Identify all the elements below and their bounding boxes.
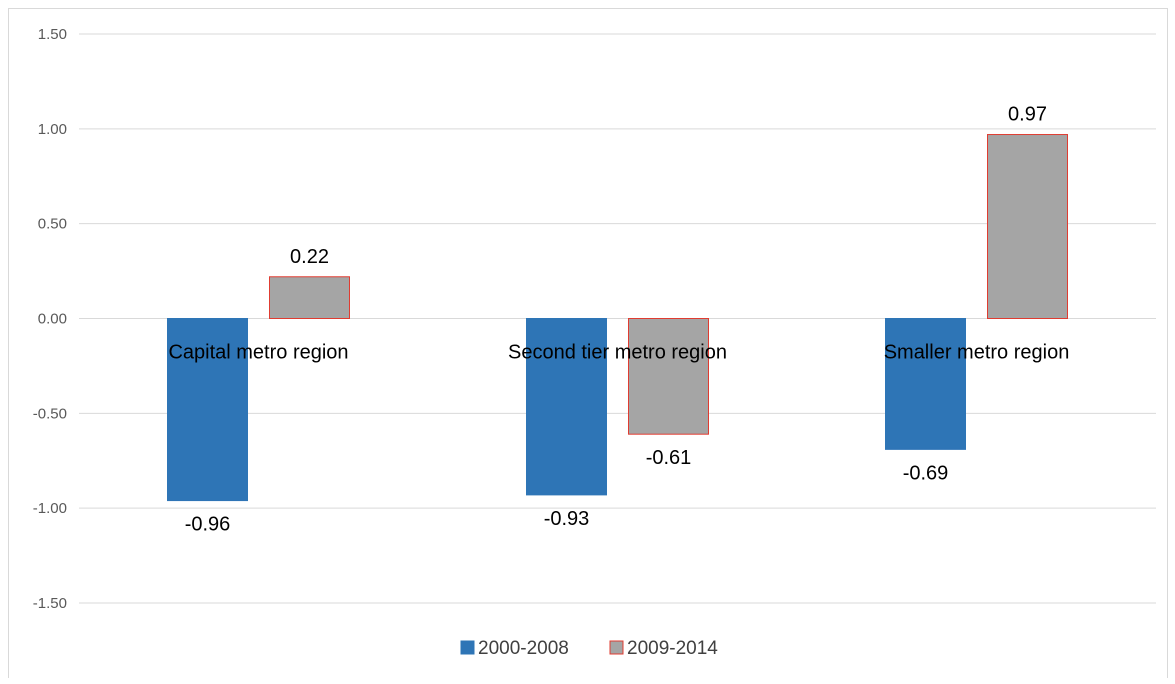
category-labels: Capital metro region Second tier metro re… — [168, 342, 1069, 364]
legend-label: 2000-2008 — [478, 638, 569, 659]
bar-chart: 1.50 1.00 0.50 0.00 -0.50 -1.00 -1.50 Capital … — [33, 26, 1156, 659]
bar-2000-2008-1 — [526, 318, 607, 496]
legend-label: 2009-2014 — [627, 638, 718, 659]
data-label: -0.96 — [185, 514, 231, 536]
chart-frame: 1.50 1.00 0.50 0.00 -0.50 -1.00 -1.50 Capital … — [8, 8, 1168, 678]
legend-swatch — [460, 640, 475, 655]
category-label: Smaller metro region — [884, 342, 1070, 364]
bar-2009-2014-0 — [269, 276, 350, 320]
y-tick-label: -1.00 — [33, 500, 67, 517]
data-label: 0.22 — [290, 246, 329, 268]
y-tick-label: 1.50 — [38, 26, 67, 43]
y-tick-label: -0.50 — [33, 405, 67, 422]
category-label: Second tier metro region — [508, 342, 727, 364]
legend-swatch — [609, 640, 624, 655]
category-label: Capital metro region — [168, 342, 348, 364]
data-label: -0.93 — [544, 508, 590, 530]
y-axis-ticks: 1.50 1.00 0.50 0.00 -0.50 -1.00 -1.50 — [33, 26, 67, 612]
legend: 2000-2008 2009-2014 — [460, 638, 718, 659]
y-tick-label: 0.50 — [38, 216, 67, 233]
y-tick-label: 1.00 — [38, 121, 67, 138]
data-label: -0.69 — [903, 462, 949, 484]
bar-2009-2014-2 — [987, 134, 1068, 319]
data-label: 0.97 — [1008, 104, 1047, 126]
bar-2000-2008-0 — [167, 318, 248, 502]
bar-2000-2008-2 — [885, 318, 966, 450]
data-label: -0.61 — [646, 447, 692, 469]
y-tick-label: 0.00 — [38, 311, 67, 328]
bar-2009-2014-1 — [628, 318, 709, 435]
gridlines — [79, 33, 1156, 604]
y-tick-label: -1.50 — [33, 595, 67, 612]
bars — [167, 134, 1068, 502]
data-labels: -0.96 0.22 -0.93 -0.61 -0.69 0.97 — [185, 104, 1047, 536]
